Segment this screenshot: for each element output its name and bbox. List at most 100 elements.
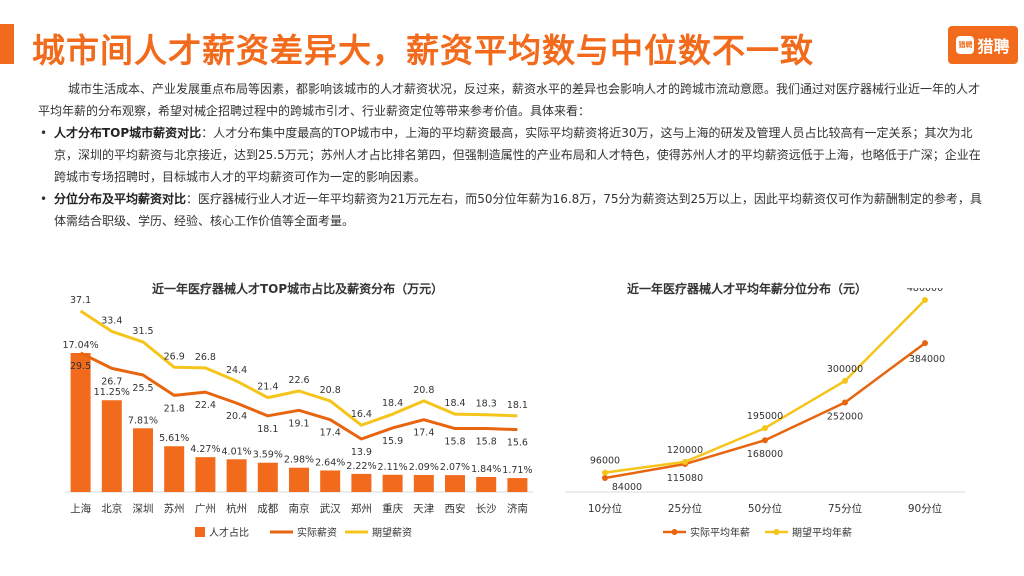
bar [101,400,122,492]
bar [70,353,91,492]
bar [382,474,403,492]
bullet-heading: 分位分布及平均薪资对比 [54,192,187,206]
bullet-item: • 人才分布TOP城市薪资对比：人才分布集中度最高的TOP城市中，上海的平均薪资… [38,122,988,188]
legend-label: 期望薪资 [372,526,412,539]
line-data-label: 22.4 [195,400,216,411]
x-tick-label: 杭州 [226,502,247,515]
bar-label: 17.04% [62,340,98,351]
data-point [842,377,848,384]
line-data-label: 26.8 [195,352,216,363]
data-point [762,437,768,444]
page-title: 城市间人才薪资差异大，薪资平均数与中位数不一致 [32,31,814,70]
legend-label: 实际平均年薪 [690,526,750,539]
bullet-marker: • [40,192,48,206]
bullet-text: ：医疗器械行业人才近一年平均薪资为21万元左右，而50分位年薪为16.8万，75… [54,192,982,228]
bar-label: 7.81% [128,415,158,426]
line-data-label: 120000 [667,445,703,456]
bar-label: 2.07% [440,462,470,473]
x-tick-label: 郑州 [351,502,372,515]
logo-icon: 猎聘 [956,36,975,54]
x-tick-label: 重庆 [382,502,403,515]
legend-item-actual: 实际薪资 [270,526,337,539]
x-tick-label: 75分位 [828,502,863,515]
intro-paragraph: 城市生活成本、产业发展重点布局等因素，都影响该城市的人才薪资状况，反过来，薪资水… [38,82,981,118]
bar [413,474,434,492]
line-data-label: 384000 [909,354,945,365]
x-tick-label: 苏州 [164,502,185,515]
line-data-label: 300000 [827,364,863,375]
line-data-label: 18.1 [257,424,278,435]
bar [164,446,185,492]
line-data-label: 17.4 [320,428,341,439]
expected-annual-salary-line [604,299,926,474]
line-data-label: 195000 [747,411,783,422]
x-tick-label: 天津 [413,503,434,515]
legend-marker [773,529,780,535]
data-point [602,469,608,476]
bar-label: 3.59% [253,450,283,461]
bar [476,476,497,492]
x-tick-label: 广州 [195,503,216,515]
line-data-label: 20.4 [226,411,247,422]
x-tick-label: 济南 [507,502,528,515]
legend-item-actual: 实际平均年薪 [663,526,750,539]
line-data-label: 21.4 [257,382,278,393]
line-data-label: 25.5 [132,383,153,394]
x-tick-label: 上海 [70,502,91,515]
line-data-label: 84000 [612,482,642,493]
bar-label: 2.98% [284,455,314,466]
x-tick-label: 长沙 [476,503,497,515]
line-data-label: 29.5 [70,361,91,372]
line-data-label: 18.4 [382,398,403,409]
data-point [682,458,688,465]
legend-item-expected: 期望薪资 [345,526,412,539]
legend-item-bar: 人才占比 [195,526,249,539]
line-data-label: 20.8 [413,385,434,396]
bar [133,428,153,492]
bar [289,467,309,492]
bullet-marker: • [40,126,48,140]
bar [195,457,216,492]
x-tick-label: 西安 [445,502,466,515]
x-tick-label: 90分位 [908,502,943,515]
data-point [922,297,928,303]
percentile-salary-chart: 10分位 25分位 50分位 75分位 90分位 84000 115080 168000 252… [565,288,965,539]
line-data-label: 16.4 [351,409,372,420]
legend-swatch [195,527,205,537]
bar-label: 2.22% [346,461,376,472]
line-data-label: 18.4 [444,398,465,409]
legend-label: 人才占比 [209,526,249,539]
bar [351,473,372,492]
legend-label: 实际薪资 [297,526,337,539]
line-data-label: 115080 [667,473,703,484]
x-tick-label: 25分位 [668,502,703,515]
line-data-label: 26.9 [164,351,185,362]
intro-text: 城市生活成本、产业发展重点布局等因素，都影响该城市的人才薪资状况，反过来，薪资水… [38,78,988,232]
bar-label: 1.84% [471,464,501,475]
line-data-label: 96000 [590,456,620,467]
bar-label: 4.27% [190,444,220,455]
x-tick-label: 50分位 [748,502,783,515]
data-point [762,425,768,432]
line-data-label: 33.4 [101,315,122,326]
bar-label: 11.25% [94,387,130,398]
bar [507,478,528,492]
line-data-label: 21.8 [164,403,185,414]
x-tick-label: 10分位 [588,502,623,515]
bullet-heading: 人才分布TOP城市薪资对比 [54,126,202,140]
line-data-label: 22.6 [288,375,309,386]
line-data-label: 20.8 [320,385,341,396]
line-data-label: 15.8 [476,437,497,448]
line-data-label: 24.4 [226,365,247,376]
bar [257,462,278,492]
bullet-text: ：人才分布集中度最高的TOP城市中，上海的平均薪资最高，实际平均薪资将近30万，… [54,126,981,184]
bar-label: 2.11% [378,462,408,473]
line-data-label: 15.9 [382,436,403,447]
legend-label: 期望平均年薪 [792,526,852,539]
line-data-label: 13.9 [351,447,372,458]
line-data-label: 37.1 [70,295,91,306]
logo-text: 猎聘 [977,37,1010,56]
line-data-label: 15.6 [507,438,528,449]
line-data-label: 168000 [747,449,783,460]
line-data-label: 18.3 [476,399,497,410]
